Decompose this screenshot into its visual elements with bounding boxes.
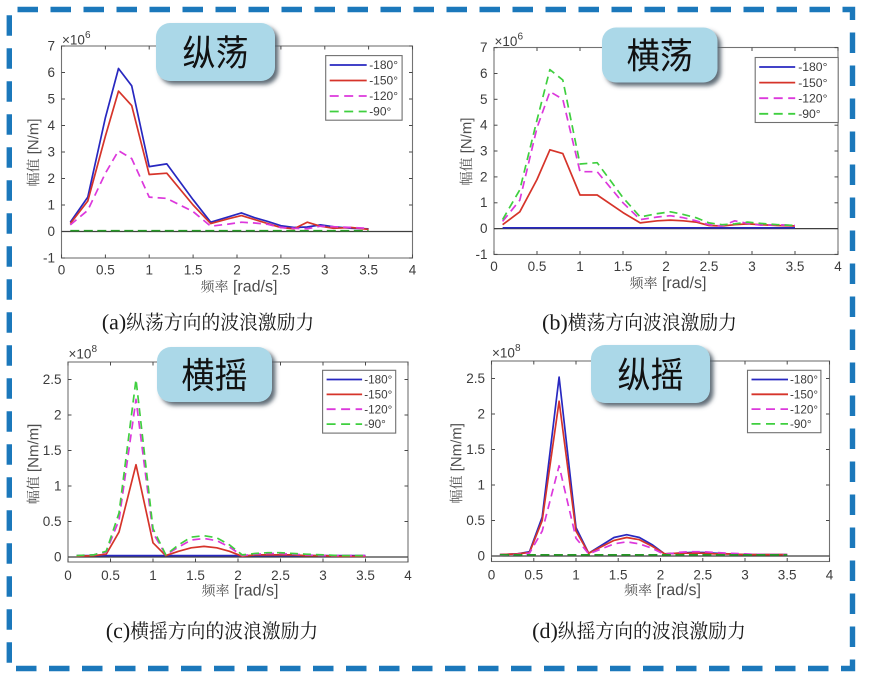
svg-text:1.5: 1.5 — [184, 263, 203, 278]
svg-text:3: 3 — [321, 263, 329, 278]
svg-text:1.5: 1.5 — [43, 443, 62, 458]
svg-text:1: 1 — [576, 259, 584, 274]
svg-text:0: 0 — [490, 259, 498, 274]
svg-text:-120°: -120° — [798, 91, 827, 105]
svg-text:0.5: 0.5 — [528, 259, 547, 274]
svg-text:6: 6 — [47, 65, 55, 80]
svg-text:×10: ×10 — [62, 33, 85, 48]
svg-text:-120°: -120° — [790, 403, 818, 416]
svg-text:0.5: 0.5 — [96, 263, 115, 278]
svg-text:1.5: 1.5 — [609, 568, 628, 583]
svg-text:3.5: 3.5 — [778, 568, 797, 583]
svg-text:0: 0 — [58, 263, 66, 278]
svg-text:1.5: 1.5 — [614, 259, 633, 274]
svg-text:0.5: 0.5 — [43, 514, 62, 529]
svg-text:6: 6 — [85, 30, 91, 41]
svg-text:1: 1 — [149, 568, 157, 583]
svg-text:-180°: -180° — [790, 374, 818, 387]
svg-text:5: 5 — [47, 92, 55, 107]
svg-text:1: 1 — [54, 479, 62, 494]
svg-text:2: 2 — [47, 171, 55, 186]
svg-text:7: 7 — [480, 40, 488, 55]
svg-text:2: 2 — [662, 259, 670, 274]
svg-text:2: 2 — [477, 407, 485, 422]
svg-text:1: 1 — [477, 478, 485, 493]
svg-text:-1: -1 — [475, 247, 487, 262]
svg-text:4: 4 — [404, 568, 412, 583]
svg-text:-90°: -90° — [364, 418, 386, 431]
svg-text:3: 3 — [47, 145, 55, 160]
svg-text:2.5: 2.5 — [466, 371, 485, 386]
svg-text:-180°: -180° — [364, 374, 392, 387]
svg-text:4: 4 — [826, 568, 834, 583]
svg-text:2.5: 2.5 — [271, 568, 290, 583]
svg-text:-90°: -90° — [790, 418, 812, 431]
svg-text:2.5: 2.5 — [272, 263, 291, 278]
svg-text:6: 6 — [518, 32, 524, 43]
svg-text:-150°: -150° — [798, 76, 827, 90]
svg-text:-1: -1 — [43, 251, 55, 266]
svg-text:8: 8 — [515, 343, 521, 354]
svg-text:-150°: -150° — [790, 389, 818, 402]
svg-text:4: 4 — [409, 263, 417, 278]
svg-text:0.5: 0.5 — [101, 568, 120, 583]
svg-text:0: 0 — [47, 224, 55, 239]
svg-text:0: 0 — [54, 550, 62, 565]
svg-text:1.5: 1.5 — [186, 568, 205, 583]
svg-text:1: 1 — [145, 263, 153, 278]
svg-text:3: 3 — [319, 568, 327, 583]
svg-text:3: 3 — [748, 259, 756, 274]
svg-text:3.5: 3.5 — [356, 568, 375, 583]
svg-text:4: 4 — [480, 118, 488, 133]
svg-text:-90°: -90° — [369, 105, 391, 119]
svg-text:-150°: -150° — [369, 74, 398, 88]
svg-text:3.5: 3.5 — [359, 263, 378, 278]
svg-text:-120°: -120° — [369, 89, 398, 103]
svg-text:×10: ×10 — [492, 346, 515, 361]
svg-text:1: 1 — [480, 195, 488, 210]
svg-text:2: 2 — [480, 169, 488, 184]
svg-text:2: 2 — [234, 568, 242, 583]
svg-text:0: 0 — [64, 568, 72, 583]
svg-text:1: 1 — [47, 198, 55, 213]
svg-text:-180°: -180° — [798, 60, 827, 74]
svg-text:1: 1 — [572, 568, 580, 583]
svg-text:6: 6 — [480, 66, 488, 81]
svg-text:2.5: 2.5 — [700, 259, 719, 274]
svg-text:-150°: -150° — [364, 389, 392, 402]
svg-text:3: 3 — [480, 144, 488, 159]
svg-text:7: 7 — [47, 39, 55, 54]
svg-text:5: 5 — [480, 92, 488, 107]
svg-text:0: 0 — [477, 549, 485, 564]
svg-text:2.5: 2.5 — [43, 372, 62, 387]
svg-text:0.5: 0.5 — [524, 568, 543, 583]
svg-text:3: 3 — [741, 568, 749, 583]
svg-text:2: 2 — [54, 408, 62, 423]
svg-text:-120°: -120° — [364, 403, 392, 416]
svg-text:3.5: 3.5 — [786, 259, 805, 274]
svg-text:0: 0 — [480, 221, 488, 236]
svg-text:2: 2 — [233, 263, 241, 278]
svg-text:2.5: 2.5 — [693, 568, 712, 583]
svg-text:0.5: 0.5 — [466, 513, 485, 528]
svg-text:×10: ×10 — [495, 34, 518, 49]
svg-text:4: 4 — [834, 259, 842, 274]
svg-text:0: 0 — [488, 568, 496, 583]
svg-text:×10: ×10 — [69, 347, 92, 362]
svg-text:-180°: -180° — [369, 58, 398, 72]
svg-text:4: 4 — [47, 118, 55, 133]
svg-text:1.5: 1.5 — [466, 442, 485, 457]
svg-text:-90°: -90° — [798, 107, 821, 121]
svg-text:8: 8 — [92, 344, 98, 355]
svg-text:2: 2 — [657, 568, 665, 583]
